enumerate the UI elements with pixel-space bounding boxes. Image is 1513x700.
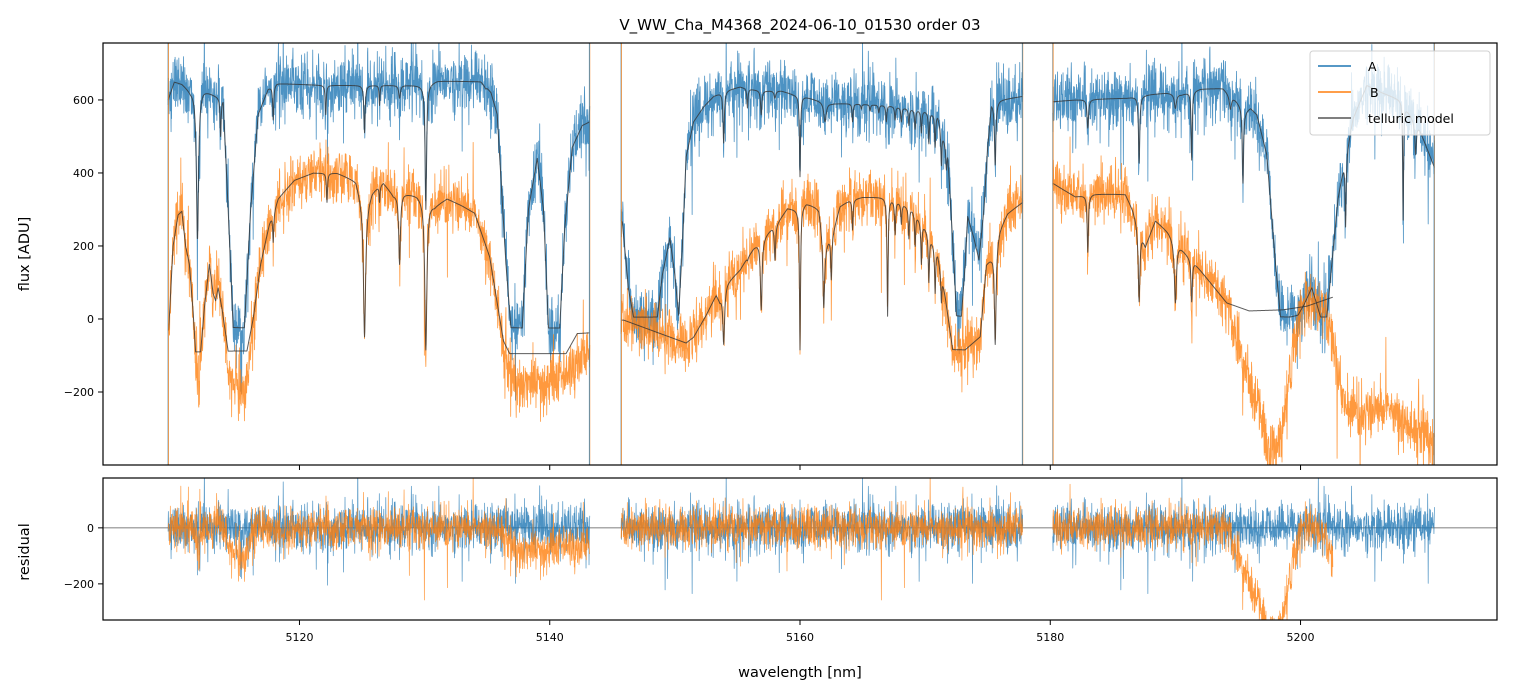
chart-title: V_WW_Cha_M4368_2024-06-10_01530 order 03: [619, 16, 980, 35]
residual-B-segment-1: [167, 478, 590, 601]
y-tick-label: −200: [64, 578, 94, 591]
residual-B-segment-3: [1052, 483, 1334, 620]
residual-B: [167, 478, 1334, 620]
y-tick-label: 400: [73, 167, 94, 180]
residual-axis-label: residual: [17, 523, 33, 580]
y-tick-label: 600: [73, 94, 94, 107]
x-tick-label: 5120: [285, 631, 313, 644]
telluric-model-A-segment-2: [620, 86, 1023, 318]
legend: A B telluric model: [1309, 50, 1491, 136]
residual-panel: 5120 5140 5160 5180 5200 0 −200 residual: [17, 477, 1498, 644]
series-B-segment-3: [1052, 136, 1435, 465]
x-tick-label: 5140: [536, 631, 564, 644]
flux-axis-label: flux [ADU]: [17, 217, 33, 292]
x-axis-label: wavelength [nm]: [738, 665, 862, 681]
y-tick-label: 0: [87, 522, 94, 535]
flux-panel-frame: [102, 42, 1498, 466]
series-B-segment-1: [167, 139, 591, 422]
legend-label-B: B: [1370, 85, 1379, 100]
series-B: [167, 136, 1435, 465]
residual-panel-frame: [102, 477, 1498, 621]
telluric-model-B-segment-2: [620, 196, 1023, 351]
telluric-model-B-segment-1: [167, 172, 590, 355]
legend-box: [1309, 50, 1491, 136]
y-tick-label: 0: [87, 313, 94, 326]
telluric-model-A-segment-1: [167, 80, 591, 329]
x-tick-label: 5180: [1036, 631, 1064, 644]
y-tick-label: −200: [64, 386, 94, 399]
legend-label-telluric-model: telluric model: [1368, 111, 1454, 126]
telluric-model-B-segment-3: [1052, 182, 1334, 312]
legend-label-A: A: [1368, 59, 1377, 74]
residual-B-segment-2: [620, 478, 1023, 601]
x-tick-label: 5200: [1287, 631, 1315, 644]
x-tick-label: 5160: [786, 631, 814, 644]
y-tick-label: 200: [73, 240, 94, 253]
flux-panel: 600 400 200 0 −200 flux [ADU]: [17, 42, 1498, 470]
residual-A-segment-3: [1052, 478, 1435, 595]
